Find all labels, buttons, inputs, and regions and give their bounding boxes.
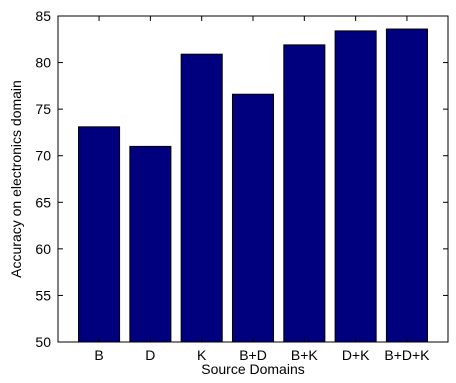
x-axis-label: Source Domains bbox=[201, 361, 305, 377]
y-axis-label: Accuracy on electronics domain bbox=[8, 80, 24, 278]
x-tick-label: B+D bbox=[239, 347, 267, 363]
y-tick-label: 55 bbox=[35, 287, 51, 303]
y-tick-label: 80 bbox=[35, 55, 51, 71]
ticks-layer: 50 55 60 65 70 75 80 85 B D K B+D B+K D+K B+D+K bbox=[35, 8, 448, 363]
bar-K bbox=[180, 53, 223, 343]
bars-layer bbox=[78, 28, 428, 343]
bar-D+K bbox=[334, 30, 377, 343]
x-tick-label: B bbox=[94, 347, 103, 363]
y-tick-label: 65 bbox=[35, 194, 51, 210]
y-tick-label: 85 bbox=[35, 8, 51, 24]
x-tick-label: B+K bbox=[291, 347, 319, 363]
bar-B bbox=[78, 126, 121, 343]
bar-B+K bbox=[283, 44, 326, 343]
bar-B+D bbox=[231, 93, 275, 343]
x-tick-label: D bbox=[145, 347, 155, 363]
x-tick-label: B+D+K bbox=[384, 347, 430, 363]
bar-D bbox=[129, 145, 172, 343]
bar-B+D+K bbox=[385, 28, 428, 343]
x-tick-label: K bbox=[197, 347, 207, 363]
x-tick-label: D+K bbox=[342, 347, 370, 363]
y-tick-label: 60 bbox=[35, 241, 51, 257]
y-tick-label: 75 bbox=[35, 101, 51, 117]
y-tick-label: 50 bbox=[35, 334, 51, 350]
y-tick-label: 70 bbox=[35, 148, 51, 164]
